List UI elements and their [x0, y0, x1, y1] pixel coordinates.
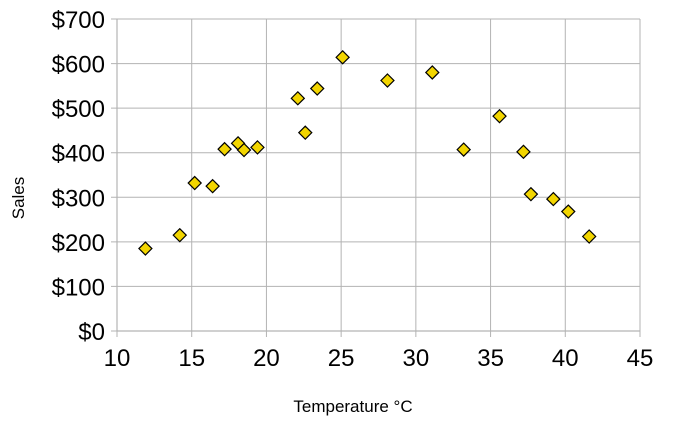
- data-point: [187, 175, 203, 191]
- data-point: [290, 90, 306, 106]
- data-point: [545, 191, 561, 207]
- y-tick-label: $300: [52, 185, 105, 212]
- x-tick-label: 25: [328, 345, 355, 372]
- data-point: [335, 49, 350, 65]
- data-point: [523, 186, 539, 202]
- x-tick-label: 40: [552, 345, 579, 372]
- x-tick-label: 20: [253, 345, 280, 372]
- gridlines: [111, 18, 641, 337]
- y-tick-label: $400: [52, 141, 105, 168]
- data-point: [560, 204, 576, 219]
- y-tick-label: $700: [52, 7, 105, 34]
- data-point: [250, 140, 265, 155]
- x-tick-label: 15: [178, 345, 205, 372]
- y-tick-label: $200: [52, 230, 105, 257]
- data-point: [581, 229, 597, 244]
- data-point: [297, 125, 313, 141]
- data-point: [138, 241, 153, 256]
- axes: [116, 19, 640, 332]
- y-axis-label: Sales: [9, 177, 28, 220]
- data-point: [516, 144, 531, 160]
- data-point: [380, 73, 395, 88]
- x-tick-label: 30: [403, 345, 430, 372]
- x-tick-labels: 10 15 20 25 30 35 40 45: [104, 345, 654, 372]
- data-point: [424, 65, 440, 80]
- x-tick-label: 35: [477, 345, 504, 372]
- data-points: [138, 49, 597, 256]
- x-tick-label: 10: [104, 345, 131, 372]
- data-point: [205, 178, 220, 194]
- y-tick-label: $600: [52, 52, 105, 79]
- data-point: [456, 142, 472, 157]
- data-point: [309, 81, 325, 96]
- data-point: [236, 142, 252, 158]
- y-tick-label: $500: [52, 96, 105, 123]
- y-tick-label: $0: [78, 319, 105, 346]
- data-point: [492, 108, 507, 124]
- data-point: [172, 227, 188, 243]
- data-point: [217, 141, 232, 157]
- x-tick-label: 45: [627, 345, 654, 372]
- x-axis-label: Temperature °C: [293, 397, 412, 416]
- y-tick-label: $100: [52, 274, 105, 301]
- y-tick-labels: $0 $100 $200 $300 $400 $500 $600 $700: [52, 7, 105, 346]
